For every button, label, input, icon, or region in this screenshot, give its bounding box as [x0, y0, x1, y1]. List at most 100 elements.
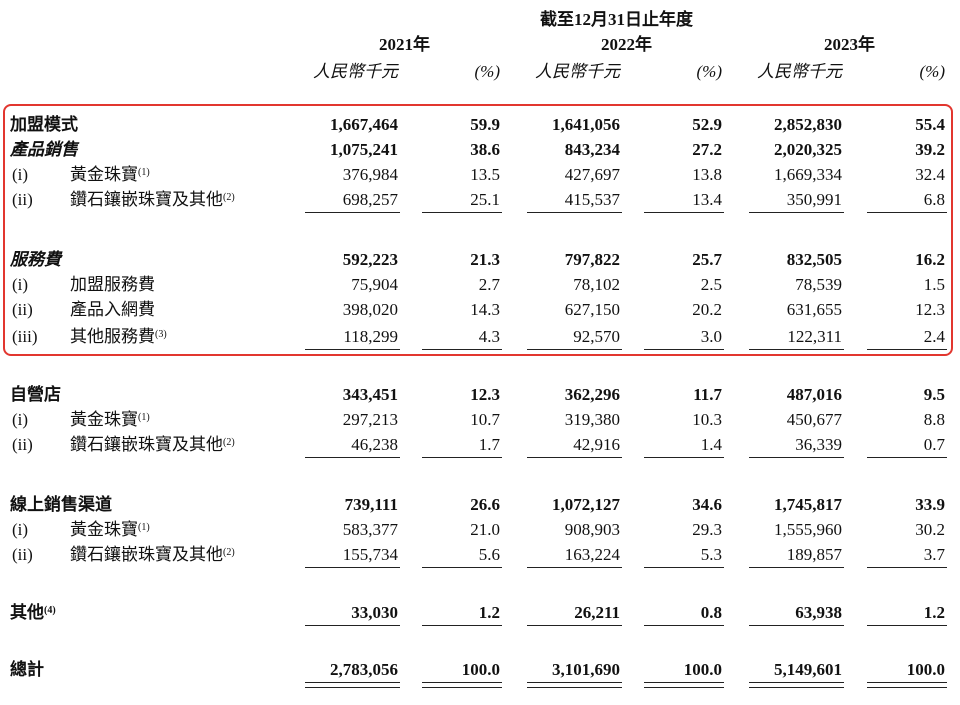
- underline: [527, 687, 622, 688]
- label-text: 加盟模式: [10, 115, 78, 134]
- pct-cell: 10.7: [470, 410, 500, 429]
- pct-cell: 100.0: [906, 660, 945, 679]
- value-cell: 415,537: [564, 190, 620, 209]
- pct-cell: 30.2: [915, 520, 945, 539]
- footnote-mark: (1): [138, 412, 150, 423]
- pct-cell: 38.6: [470, 140, 500, 159]
- row-prefix: (iii): [12, 327, 38, 346]
- underline: [305, 682, 400, 683]
- value-cell: 1,745,817: [774, 495, 842, 514]
- underline: [867, 687, 947, 688]
- value-cell: 63,938: [795, 603, 842, 622]
- underline: [749, 687, 844, 688]
- underline: [749, 212, 844, 213]
- value-cell: 75,904: [351, 275, 398, 294]
- underline: [749, 625, 844, 626]
- underline: [422, 682, 502, 683]
- underline: [749, 567, 844, 568]
- underline: [749, 349, 844, 350]
- label-text: 自營店: [10, 385, 61, 404]
- pct-cell: 2.4: [923, 327, 945, 346]
- underline: [644, 625, 724, 626]
- pct-cell: 1.4: [700, 435, 722, 454]
- value-cell: 2,020,325: [774, 140, 842, 159]
- underline: [749, 457, 844, 458]
- pct-cell: 39.2: [915, 140, 945, 159]
- underline: [644, 687, 724, 688]
- value-cell: 189,857: [786, 545, 842, 564]
- pct-cell: 9.5: [923, 385, 945, 404]
- value-cell: 698,257: [342, 190, 398, 209]
- row-label: 自營店: [10, 385, 61, 405]
- pct-cell: 25.1: [470, 190, 500, 209]
- value-cell: 155,734: [342, 545, 398, 564]
- value-cell: 362,296: [564, 385, 620, 404]
- value-cell: 1,075,241: [330, 140, 398, 159]
- value-cell: 33,030: [351, 603, 398, 622]
- underline: [422, 349, 502, 350]
- underline: [527, 625, 622, 626]
- value-cell: 5,149,601: [774, 660, 842, 679]
- row-label: 黃金珠寶(1): [70, 410, 150, 430]
- pct-cell: 52.9: [692, 115, 722, 134]
- label-text: 產品銷售: [10, 140, 78, 159]
- pct-cell: 100.0: [683, 660, 722, 679]
- pct-cell: 25.7: [692, 250, 722, 269]
- underline: [644, 567, 724, 568]
- value-cell: 427,697: [564, 165, 620, 184]
- underline: [305, 687, 400, 688]
- label-text: 產品入網費: [70, 300, 155, 319]
- label-text: 服務費: [10, 250, 61, 269]
- label-text: 其他: [10, 603, 44, 622]
- footnote-mark: (1): [138, 167, 150, 178]
- value-cell: 832,505: [786, 250, 842, 269]
- footnote-mark: (2): [223, 192, 235, 203]
- pct-header: (%): [696, 62, 722, 81]
- pct-cell: 20.2: [692, 300, 722, 319]
- pct-header: (%): [474, 62, 500, 81]
- value-cell: 92,570: [573, 327, 620, 346]
- row-label: 其他服務費(3): [70, 327, 167, 347]
- underline: [422, 212, 502, 213]
- pct-cell: 21.3: [470, 250, 500, 269]
- underline: [527, 212, 622, 213]
- row-label: 鑽石鑲嵌珠寶及其他(2): [70, 190, 235, 210]
- value-cell: 78,102: [573, 275, 620, 294]
- row-label: 產品銷售: [10, 140, 78, 160]
- row-label: 黃金珠寶(1): [70, 165, 150, 185]
- label-text: 鑽石鑲嵌珠寶及其他: [70, 435, 223, 454]
- row-label: 鑽石鑲嵌珠寶及其他(2): [70, 435, 235, 455]
- pct-cell: 3.0: [700, 327, 722, 346]
- pct-cell: 16.2: [915, 250, 945, 269]
- pct-cell: 5.6: [478, 545, 500, 564]
- value-cell: 797,822: [564, 250, 620, 269]
- value-cell: 583,377: [342, 520, 398, 539]
- value-cell: 908,903: [564, 520, 620, 539]
- underline: [305, 567, 400, 568]
- pct-cell: 2.7: [478, 275, 500, 294]
- underline: [644, 457, 724, 458]
- label-text: 黃金珠寶: [70, 410, 138, 429]
- pct-cell: 13.4: [692, 190, 722, 209]
- value-cell: 26,211: [574, 603, 620, 622]
- pct-cell: 100.0: [461, 660, 500, 679]
- pct-cell: 33.9: [915, 495, 945, 514]
- value-cell: 487,016: [786, 385, 842, 404]
- pct-cell: 0.8: [700, 603, 722, 622]
- pct-cell: 6.8: [923, 190, 945, 209]
- row-label: 黃金珠寶(1): [70, 520, 150, 540]
- pct-cell: 2.5: [700, 275, 722, 294]
- footnote-mark: (1): [138, 522, 150, 533]
- underline: [749, 682, 844, 683]
- unit-header: 人民幣千元: [757, 62, 842, 81]
- underline: [422, 457, 502, 458]
- pct-cell: 55.4: [915, 115, 945, 134]
- underline: [422, 687, 502, 688]
- underline: [305, 212, 400, 213]
- pct-cell: 12.3: [470, 385, 500, 404]
- value-cell: 1,555,960: [774, 520, 842, 539]
- pct-cell: 32.4: [915, 165, 945, 184]
- footnote-mark: (4): [44, 605, 56, 616]
- row-label: 總計: [10, 660, 44, 680]
- footnote-mark: (2): [223, 547, 235, 558]
